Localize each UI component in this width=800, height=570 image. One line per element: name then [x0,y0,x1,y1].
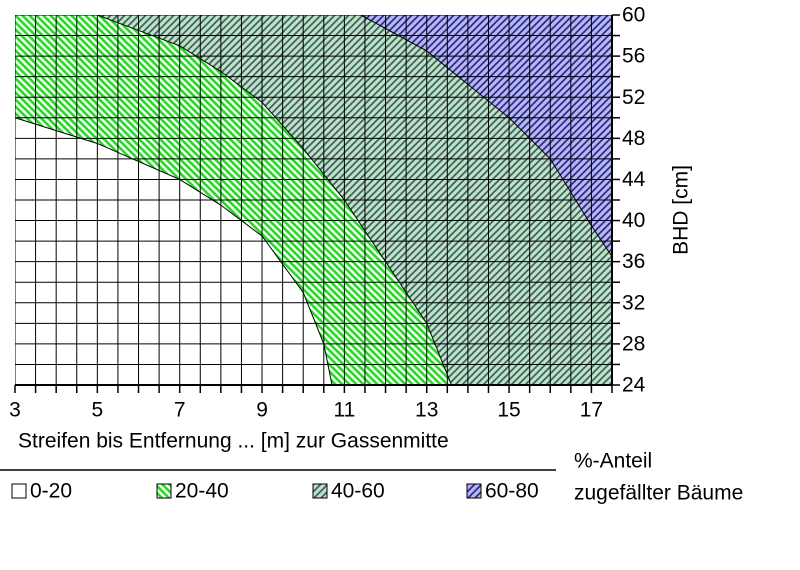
legend-swatch [11,483,27,499]
y-tick-label: 60 [622,4,645,27]
x-tick-label: 13 [415,399,438,422]
y-tick-label: 48 [622,127,645,150]
x-tick-label: 15 [497,399,520,422]
y-tick-label: 40 [622,209,645,232]
y-tick-label: 32 [622,291,645,314]
y-tick-label: 24 [622,374,646,397]
x-tick-label: 5 [92,399,104,422]
boundary-line [15,117,333,385]
boundary-line [360,15,612,257]
y-tick-label: 28 [622,332,645,355]
x-tick-label: 7 [174,399,186,422]
y-tick-label: 52 [622,86,645,109]
x-tick-label: 3 [9,399,21,422]
x-tick-label: 9 [256,399,268,422]
boundary-line [97,15,452,385]
legend-title: %-Anteil [574,450,652,473]
y-axis-label: BHD [cm] [670,165,693,255]
plot-area [15,15,612,385]
legend-label: 60-80 [485,480,539,503]
legend-swatch [466,483,482,499]
y-tick-label: 44 [622,168,646,191]
x-axis-label: Streifen bis Entfernung ... [m] zur Gass… [18,430,449,453]
x-tick-label: 17 [580,399,603,422]
legend-title: zugefällter Bäume [574,482,743,505]
legend-swatch [312,483,328,499]
y-tick-label: 36 [622,250,645,273]
legend-label: 0-20 [30,480,72,503]
x-tick-label: 11 [333,399,355,422]
legend-label: 20-40 [175,480,229,503]
y-tick-label: 56 [622,45,645,68]
legend-swatch [156,483,172,499]
legend-label: 40-60 [331,480,385,503]
